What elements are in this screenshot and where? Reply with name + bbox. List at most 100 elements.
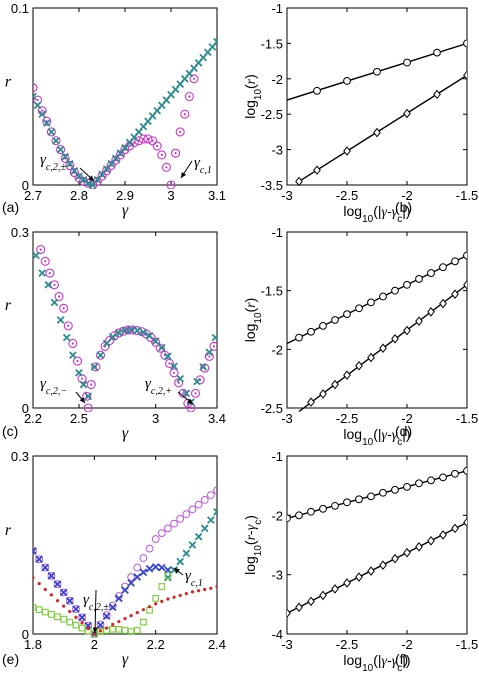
- data-point: [53, 580, 62, 589]
- fit-line: [287, 470, 467, 519]
- data-point-center: [156, 144, 159, 148]
- data-point: [33, 251, 40, 260]
- data-point: [35, 555, 44, 564]
- data-point: [157, 529, 166, 538]
- data-point: [194, 500, 203, 509]
- data-point-center: [62, 307, 65, 310]
- data-point: [367, 492, 375, 501]
- y-axis-label-part: 10: [253, 545, 264, 557]
- data-point: [134, 136, 144, 146]
- data-point: [66, 618, 74, 626]
- data-point: [59, 303, 69, 313]
- data-point: [152, 595, 160, 602]
- series-2: [298, 279, 467, 412]
- annotation-gamma-c1-part: c,1: [191, 578, 203, 589]
- y-axis-label-part: ): [242, 515, 258, 520]
- data-point: [182, 389, 191, 398]
- data-point: [331, 316, 339, 324]
- x-axis-label-part: -: [387, 652, 392, 668]
- data-point: [295, 176, 303, 187]
- data-point: [379, 292, 387, 301]
- annotation-gamma-c2-minus-part: c,2,−: [46, 386, 67, 397]
- plot-frame: [32, 455, 218, 635]
- data-point: [33, 101, 42, 110]
- data-point-center: [194, 392, 197, 395]
- y-tick-label: -1: [271, 1, 283, 16]
- plot-frame: [32, 231, 218, 409]
- data-point: [83, 403, 93, 412]
- data-point: [403, 280, 411, 289]
- data-point: [111, 155, 121, 165]
- data-point: [139, 568, 148, 577]
- data-point-center: [33, 86, 35, 89]
- data-point: [157, 150, 167, 160]
- annotation-gamma-c2-pm: γc,2,±: [83, 592, 109, 613]
- y-tick-label: 0: [22, 178, 29, 193]
- data-point: [319, 389, 327, 399]
- data-point: [463, 39, 467, 48]
- y-tick-label: 0.3: [11, 225, 29, 240]
- y-axis-label: log10(r): [242, 74, 264, 119]
- data-point: [287, 514, 291, 523]
- x-axis-label-part: 10: [362, 663, 374, 674]
- data-point-center: [151, 139, 154, 142]
- y-axis-label-part: log: [242, 324, 258, 343]
- data-point: [68, 609, 72, 614]
- plot-frame: [286, 231, 468, 409]
- data-point: [355, 572, 363, 582]
- x-axis-label-part: γ: [382, 428, 388, 443]
- data-point: [373, 67, 381, 76]
- data-point: [47, 571, 56, 580]
- annotation-gamma-c2-minus: γc,2,−: [40, 376, 67, 397]
- data-point-center: [189, 406, 193, 410]
- data-point: [61, 152, 70, 161]
- data-point: [307, 507, 315, 516]
- data-point: [439, 473, 447, 482]
- x-tick-label: 2.8: [70, 188, 88, 203]
- data-point: [176, 514, 185, 523]
- data-point-center: [183, 113, 186, 116]
- annotation-gamma-c2-plus: γc,2,+: [145, 376, 172, 397]
- data-point: [115, 150, 125, 160]
- data-point: [115, 329, 123, 337]
- data-point: [463, 279, 467, 290]
- x-axis-label-part: |): [402, 203, 410, 219]
- data-point: [96, 621, 105, 629]
- data-point: [108, 603, 117, 612]
- annotation-gamma-c1-part: γ: [185, 568, 192, 584]
- data-point: [203, 587, 207, 592]
- data-point: [105, 335, 115, 346]
- data-point: [47, 128, 56, 136]
- data-point: [129, 614, 133, 618]
- data-point: [213, 507, 217, 516]
- data-point: [206, 491, 215, 500]
- data-point: [33, 576, 35, 580]
- y-axis-label: log10(r): [242, 298, 264, 343]
- data-point: [36, 245, 46, 255]
- data-point: [45, 268, 55, 278]
- data-point: [313, 86, 321, 95]
- data-point: [42, 116, 52, 126]
- plot-area: [287, 39, 467, 187]
- data-point: [72, 356, 83, 366]
- x-axis-label: γ: [122, 651, 129, 668]
- data-point: [307, 596, 315, 607]
- annotation-gamma-c2-minus-part: γ: [40, 376, 47, 392]
- data-point: [403, 482, 411, 491]
- data-point: [161, 162, 171, 172]
- fit-line: [287, 521, 467, 614]
- data-point: [194, 532, 203, 541]
- data-point: [121, 326, 129, 335]
- x-axis-label-part: -: [387, 426, 392, 442]
- y-axis-label-group: log10(r): [242, 74, 264, 119]
- data-point: [139, 328, 148, 337]
- data-point: [102, 612, 111, 621]
- y-tick-label: 0: [22, 401, 29, 416]
- data-point: [451, 523, 459, 534]
- x-axis-label-part: γ: [392, 205, 398, 220]
- x-tick-label: 2.4: [208, 637, 226, 652]
- data-point: [188, 505, 197, 514]
- data-point: [148, 136, 158, 146]
- data-point: [145, 564, 154, 573]
- y-axis-label-part: r: [244, 302, 259, 308]
